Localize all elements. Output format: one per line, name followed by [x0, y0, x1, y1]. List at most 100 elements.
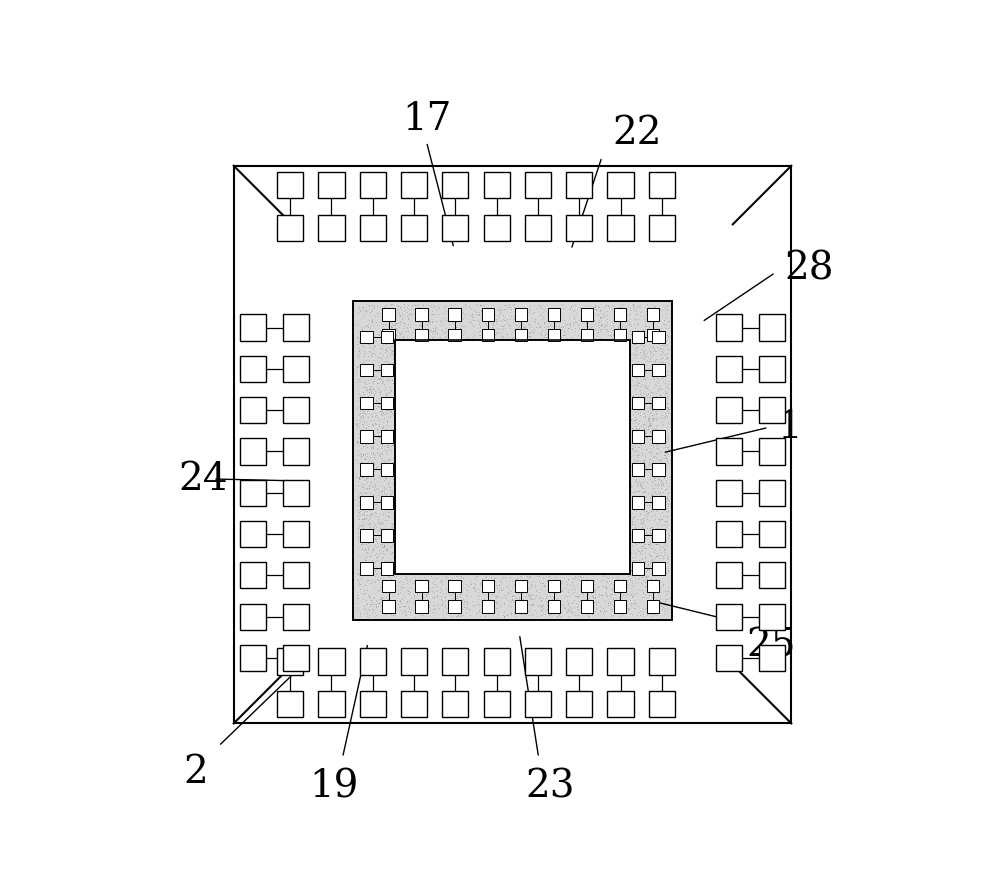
Point — [383, 545, 399, 560]
Point — [645, 531, 661, 545]
Point — [368, 594, 384, 608]
Point — [560, 333, 576, 348]
Point — [379, 543, 395, 557]
Point — [627, 431, 643, 445]
Point — [411, 300, 427, 315]
Point — [384, 373, 400, 387]
Point — [375, 430, 391, 444]
Point — [356, 404, 372, 418]
Point — [637, 325, 653, 339]
Point — [625, 552, 641, 567]
Point — [419, 317, 435, 332]
Point — [484, 311, 500, 325]
Point — [569, 336, 585, 350]
Point — [628, 561, 644, 575]
Point — [643, 426, 659, 441]
Point — [438, 327, 454, 342]
Point — [361, 468, 377, 482]
Point — [383, 572, 399, 586]
Point — [652, 575, 668, 589]
Point — [649, 437, 665, 451]
Point — [370, 371, 386, 385]
Point — [573, 322, 589, 336]
Point — [628, 419, 644, 434]
Point — [643, 392, 659, 407]
Point — [648, 407, 664, 421]
Point — [368, 392, 384, 407]
Point — [520, 588, 536, 603]
Point — [391, 308, 407, 322]
Point — [657, 588, 673, 603]
Point — [379, 521, 395, 536]
Point — [653, 493, 669, 507]
Point — [370, 516, 386, 530]
Point — [499, 327, 515, 342]
Point — [477, 316, 493, 331]
Point — [392, 600, 408, 614]
Point — [621, 485, 637, 500]
Point — [575, 308, 591, 322]
Point — [383, 347, 399, 361]
Point — [539, 320, 555, 334]
Point — [660, 298, 676, 312]
Point — [376, 377, 392, 392]
Point — [363, 568, 379, 582]
Point — [362, 599, 378, 613]
Bar — [548, 308, 560, 321]
Point — [353, 569, 369, 583]
Point — [522, 325, 538, 339]
Point — [379, 330, 395, 344]
Point — [474, 329, 490, 343]
Point — [352, 577, 368, 591]
Point — [476, 337, 492, 351]
Point — [355, 506, 371, 520]
Point — [361, 480, 377, 494]
Point — [630, 544, 646, 558]
Point — [660, 381, 676, 395]
Point — [397, 334, 413, 349]
Bar — [607, 172, 634, 198]
Point — [647, 354, 663, 368]
Point — [397, 604, 413, 619]
Point — [639, 476, 655, 490]
Point — [597, 578, 613, 593]
Point — [472, 320, 488, 334]
Point — [660, 563, 676, 578]
Point — [350, 325, 366, 339]
Point — [506, 589, 522, 603]
Point — [370, 326, 386, 341]
Point — [606, 306, 622, 320]
Point — [542, 571, 558, 586]
Point — [353, 364, 369, 378]
Point — [370, 358, 386, 372]
Point — [635, 402, 651, 417]
Point — [488, 588, 504, 603]
Point — [648, 406, 664, 420]
Point — [383, 456, 399, 470]
Point — [628, 350, 644, 364]
Point — [478, 308, 494, 323]
Point — [360, 519, 376, 533]
Point — [530, 316, 546, 331]
Point — [371, 426, 387, 440]
Point — [378, 386, 394, 401]
Point — [632, 583, 648, 597]
Point — [355, 339, 371, 353]
Point — [640, 420, 656, 434]
Point — [376, 453, 392, 468]
Point — [360, 409, 376, 424]
Point — [366, 401, 382, 416]
Point — [654, 465, 670, 479]
Point — [514, 331, 530, 345]
Point — [514, 328, 530, 342]
Bar — [318, 648, 345, 674]
Point — [638, 569, 654, 584]
Point — [375, 419, 391, 434]
Point — [394, 592, 410, 606]
Point — [559, 577, 575, 591]
Point — [626, 601, 642, 615]
Point — [372, 346, 388, 360]
Point — [629, 357, 645, 371]
Point — [357, 401, 373, 416]
Point — [376, 468, 392, 482]
